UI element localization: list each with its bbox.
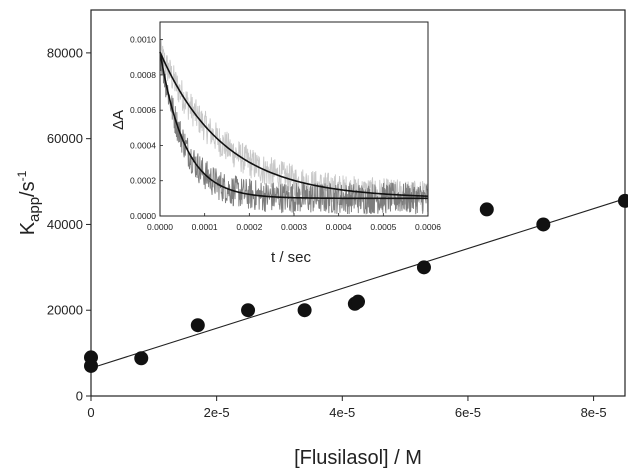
data-point	[84, 358, 98, 373]
main-y-tick-label: 40000	[47, 217, 83, 232]
inset-y-tick-label: 0.0000	[130, 211, 156, 221]
linear-fit-line	[90, 198, 626, 369]
inset-y-tick-label: 0.0010	[130, 35, 156, 45]
data-point	[416, 260, 431, 275]
inset-x-axis: 0.0000 0.0001 0.0002 0.0003 0.0004 0.0005 0.00…	[147, 213, 441, 232]
y-label-main: K	[17, 221, 39, 235]
y-label-units: /s	[17, 181, 39, 197]
main-y-tick-label: 80000	[47, 45, 83, 60]
main-x-axis: 0 2e-5 4e-5 6e-5 8e-5	[87, 396, 607, 420]
inset-x-tick-label: 0.0006	[415, 222, 441, 232]
main-y-tick-label: 0	[76, 389, 83, 404]
inset-y-tick-label: 0.0008	[130, 70, 156, 80]
data-point	[479, 202, 494, 217]
inset-x-tick-label: 0.0002	[236, 222, 262, 232]
main-y-tick-label: 20000	[47, 303, 83, 318]
main-x-axis-label: [Flusilasol] / M	[294, 447, 422, 468]
data-point	[297, 303, 312, 318]
main-y-axis: 0 20000 40000 60000 80000	[47, 45, 91, 404]
fast-decay-fit	[159, 51, 428, 200]
inset-x-tick-label: 0.0000	[147, 222, 173, 232]
y-label-subscript: app	[26, 197, 43, 222]
main-x-tick-label: 6e-5	[455, 405, 481, 420]
data-point	[190, 318, 205, 333]
inset-y-axis: 0.0000 0.0002 0.0004 0.0006 0.0008 0.0010	[130, 35, 163, 221]
main-x-tick-label: 2e-5	[204, 405, 230, 420]
main-x-tick-label: 4e-5	[329, 405, 355, 420]
y-label-superscript: -1	[15, 170, 29, 181]
data-point	[618, 193, 628, 208]
inset-y-tick-label: 0.0002	[130, 176, 156, 186]
slow-decay-fit	[159, 51, 429, 197]
inset-x-tick-label: 0.0001	[192, 222, 218, 232]
main-y-tick-label: 60000	[47, 131, 83, 146]
data-point	[241, 303, 256, 318]
inset-y-tick-label: 0.0006	[130, 105, 156, 115]
inset-x-tick-label: 0.0005	[370, 222, 396, 232]
inset-x-axis-label: t / sec	[271, 249, 312, 266]
inset-fits-layer	[159, 51, 429, 200]
inset-x-tick-label: 0.0003	[281, 222, 307, 232]
main-x-tick-label: 0	[87, 405, 94, 420]
data-point	[536, 217, 551, 232]
inset-y-axis-label: ΔA	[110, 110, 127, 130]
main-y-axis-label: Kapp/s-1	[15, 170, 43, 235]
data-point	[134, 351, 149, 366]
inset-x-tick-label: 0.0004	[326, 222, 352, 232]
main-points-layer	[84, 193, 628, 373]
data-point	[351, 294, 365, 309]
main-fit-layer	[90, 198, 626, 369]
inset-y-tick-label: 0.0004	[130, 140, 156, 150]
main-x-tick-label: 8e-5	[581, 405, 607, 420]
